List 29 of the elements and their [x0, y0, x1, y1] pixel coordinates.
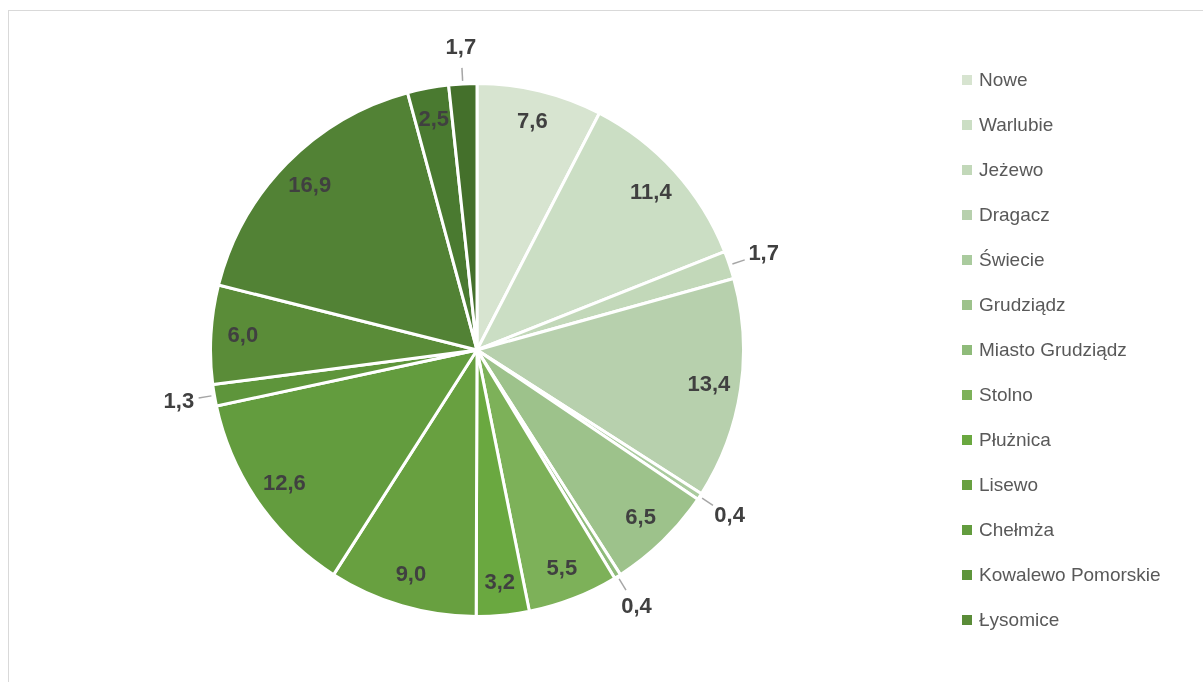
- legend-label: Dragacz: [979, 203, 1050, 226]
- data-label: 13,4: [687, 370, 732, 396]
- legend-label: Stolno: [979, 383, 1033, 406]
- data-label: 0,4: [621, 593, 653, 619]
- legend-label: Łysomice: [979, 608, 1060, 631]
- data-label: 5,5: [546, 554, 578, 580]
- data-label: 2,5: [418, 105, 450, 131]
- data-label: 1,7: [445, 33, 477, 59]
- legend-label: Warlubie: [979, 113, 1054, 136]
- data-label: 6,5: [625, 504, 656, 530]
- data-label: 0,4: [714, 502, 746, 528]
- data-label: 16,9: [288, 171, 332, 197]
- legend-label: Nowe: [979, 68, 1028, 91]
- legend-label: Świecie: [979, 248, 1045, 271]
- legend-label: Lisewo: [979, 473, 1039, 496]
- legend-label: Chełmża: [979, 518, 1054, 541]
- data-label: 7,6: [517, 108, 548, 134]
- legend-label: Płużnica: [979, 428, 1051, 451]
- data-label: 9,0: [395, 561, 427, 587]
- data-label: 3,2: [484, 569, 516, 595]
- data-label: 12,6: [263, 469, 306, 495]
- legend-label: Grudziądz: [979, 293, 1066, 316]
- data-label: 1,7: [748, 239, 779, 265]
- legend-label: Miasto Grudziądz: [979, 338, 1127, 361]
- data-label: 1,3: [163, 387, 195, 413]
- legend-label: Jeżewo: [979, 158, 1044, 181]
- data-label: 6,0: [227, 322, 259, 348]
- data-label: 11,4: [630, 178, 673, 204]
- legend-label: Kowalewo Pomorskie: [979, 563, 1161, 586]
